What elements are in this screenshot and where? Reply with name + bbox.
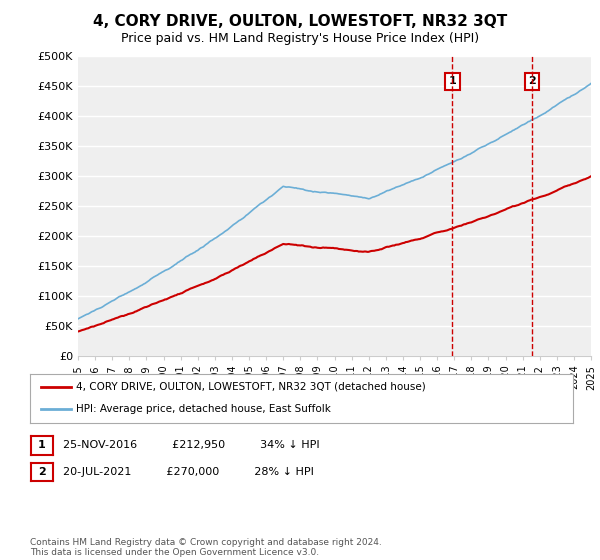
Text: 2: 2: [528, 77, 536, 86]
Text: 1: 1: [449, 77, 457, 86]
Text: Price paid vs. HM Land Registry's House Price Index (HPI): Price paid vs. HM Land Registry's House …: [121, 32, 479, 45]
Text: 4, CORY DRIVE, OULTON, LOWESTOFT, NR32 3QT: 4, CORY DRIVE, OULTON, LOWESTOFT, NR32 3…: [93, 14, 507, 29]
Text: 25-NOV-2016          £212,950          34% ↓ HPI: 25-NOV-2016 £212,950 34% ↓ HPI: [63, 440, 320, 450]
Text: 20-JUL-2021          £270,000          28% ↓ HPI: 20-JUL-2021 £270,000 28% ↓ HPI: [63, 466, 314, 477]
Text: Contains HM Land Registry data © Crown copyright and database right 2024.
This d: Contains HM Land Registry data © Crown c…: [30, 538, 382, 557]
Text: 4, CORY DRIVE, OULTON, LOWESTOFT, NR32 3QT (detached house): 4, CORY DRIVE, OULTON, LOWESTOFT, NR32 3…: [76, 382, 426, 392]
Text: 2: 2: [38, 467, 46, 477]
Text: 1: 1: [38, 441, 46, 450]
Text: HPI: Average price, detached house, East Suffolk: HPI: Average price, detached house, East…: [76, 404, 331, 414]
